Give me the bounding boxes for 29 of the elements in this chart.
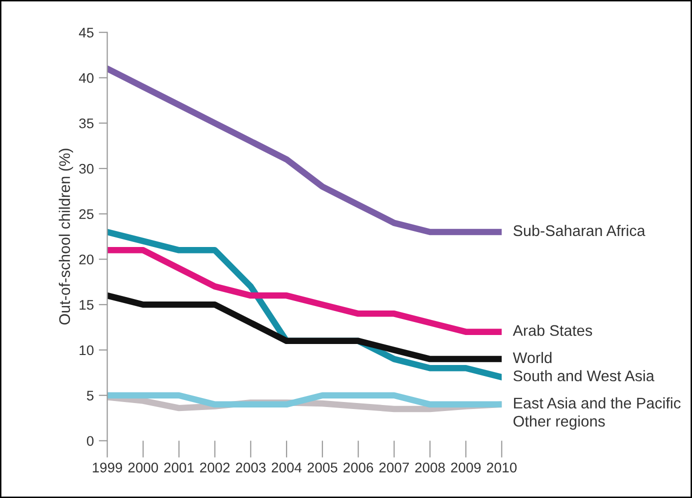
series-label: South and West Asia xyxy=(514,370,654,382)
x-tick-label: 2004 xyxy=(272,462,302,472)
y-tick-label: 40 xyxy=(78,73,94,83)
x-tick-label: 2003 xyxy=(236,462,266,472)
y-tick-label: 30 xyxy=(79,164,94,174)
y-tick-label: 5 xyxy=(86,390,94,401)
x-tick-label: 2000 xyxy=(128,462,158,472)
x-tick-label: 2002 xyxy=(200,462,230,472)
x-tick-label: 2009 xyxy=(451,462,481,472)
y-axis-title: Out-of-school children (%) xyxy=(58,148,74,325)
x-tick-label: 2007 xyxy=(379,462,409,472)
x-tick-label: 2006 xyxy=(344,462,374,472)
y-tick-label: 45 xyxy=(78,28,94,38)
y-tick-label: 35 xyxy=(79,118,94,128)
series-label: Arab States xyxy=(512,324,592,336)
series-label: East Asia and the Pacific xyxy=(514,397,681,409)
x-tick-label: 1999 xyxy=(92,462,122,472)
y-tick-label: 15 xyxy=(80,300,94,310)
x-tick-label: 2008 xyxy=(415,462,445,472)
y-tick-label: 0 xyxy=(86,436,94,446)
x-tick-label: 2010 xyxy=(486,462,517,472)
x-tick-label: 2005 xyxy=(308,462,338,472)
y-tick-label: 10 xyxy=(80,345,94,356)
series-label: Other regions xyxy=(514,415,605,430)
series-label: World xyxy=(512,352,552,364)
x-tick-label: 2001 xyxy=(164,462,194,472)
y-tick-label: 25 xyxy=(79,209,94,220)
series-label: Sub-Saharan Africa xyxy=(514,224,646,236)
y-tick-label: 20 xyxy=(79,254,94,264)
